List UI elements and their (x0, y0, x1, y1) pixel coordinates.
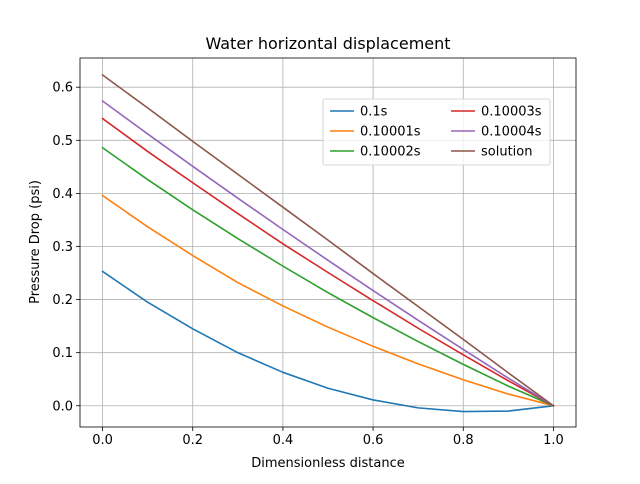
x-axis-ticks: 0.0 0.2 0.4 0.6 0.8 1.0 (92, 427, 564, 448)
legend-label: 0.10003s (481, 105, 542, 120)
series-line-2 (101, 146, 555, 407)
y-axis-ticks: 0.0 0.1 0.2 0.3 0.4 0.5 0.6 (52, 81, 80, 414)
x-axis-label: Dimensionless distance (251, 456, 404, 471)
legend-label: solution (481, 145, 532, 160)
x-tick-label: 0.2 (182, 433, 203, 448)
legend: 0.1s 0.10001s 0.10002s 0.10003s 0.10004s solu… (322, 98, 551, 166)
grid (80, 58, 576, 427)
y-axis-label: Pressure Drop (psi) (28, 180, 43, 304)
series-line-4 (101, 99, 555, 407)
legend-box (322, 98, 551, 166)
x-tick-label: 0.6 (363, 433, 384, 448)
series-line-3 (101, 117, 555, 407)
chart-title: Water horizontal displacement (205, 34, 450, 53)
legend-label: 0.10004s (481, 125, 542, 140)
series-line-1 (101, 194, 555, 407)
series-lines (101, 73, 555, 413)
x-tick-label: 0.0 (92, 433, 113, 448)
x-tick-label: 0.8 (453, 433, 474, 448)
y-tick-label: 0.2 (52, 293, 73, 308)
y-tick-label: 0.5 (52, 134, 73, 149)
x-tick-label: 1.0 (543, 433, 564, 448)
y-tick-label: 0.0 (52, 399, 73, 414)
plot-frame (79, 57, 577, 428)
y-tick-label: 0.3 (52, 240, 73, 255)
legend-label: 0.10001s (360, 125, 421, 140)
x-tick-label: 0.4 (273, 433, 294, 448)
series-line-5 (101, 73, 555, 407)
y-tick-label: 0.4 (52, 187, 73, 202)
y-tick-label: 0.6 (52, 81, 73, 96)
y-tick-label: 0.1 (52, 346, 73, 361)
legend-items: 0.1s 0.10001s 0.10002s 0.10003s 0.10004s solu… (330, 105, 542, 160)
legend-label: 0.10002s (360, 145, 421, 160)
series-line-0 (101, 270, 555, 413)
legend-label: 0.1s (360, 105, 388, 120)
